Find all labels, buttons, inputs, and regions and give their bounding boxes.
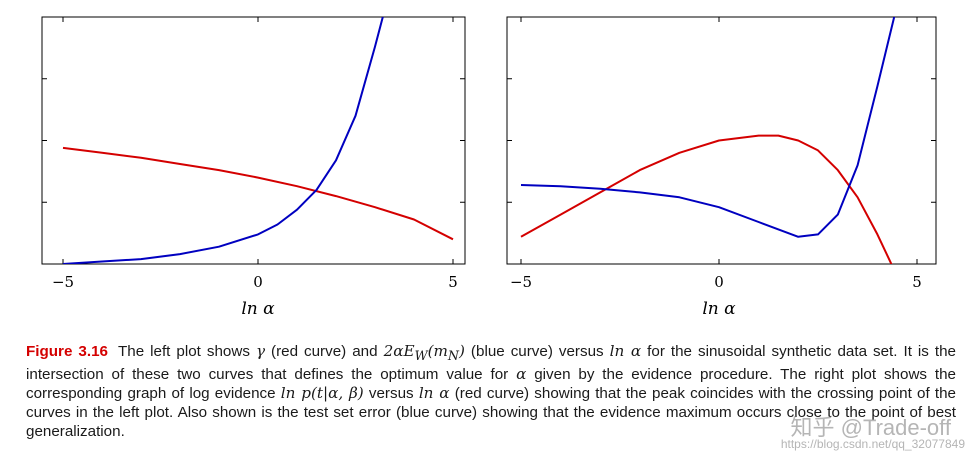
series-line-red	[62, 146, 454, 241]
series-line-blue	[520, 17, 896, 238]
caption-math-sub-n: N	[447, 348, 459, 364]
caption-text-3: (blue curve) versus	[464, 343, 610, 360]
caption-text-5: given by the evidence procedure. The rig…	[26, 366, 956, 403]
caption-math-energy: 2αE	[383, 342, 415, 360]
caption-text-7: (red curve) showing that the peak coinci…	[26, 385, 957, 441]
x-tick-label: −5	[52, 273, 74, 291]
plot-frame	[41, 16, 466, 265]
left-plot: −5 0 5 ln α −5 0 5 ln α	[41, 16, 937, 319]
caption-text-4: for the sinusoidal synthetic data set. I…	[26, 343, 957, 384]
x-tick-label: 5	[448, 273, 458, 291]
series-line-blue	[62, 17, 384, 264]
caption-math-close: )	[459, 342, 465, 360]
watermark: 知乎 @Trade-off	[790, 415, 952, 440]
x-tick-label: 0	[253, 273, 263, 291]
caption-math-ln-alpha-2: ln α	[418, 384, 450, 403]
x-tick-label: 5	[912, 273, 922, 291]
caption-math-log-evidence: ln p(t|α, β)	[280, 384, 364, 403]
x-axis-label: ln α	[241, 299, 275, 319]
caption-math-gamma: γ	[255, 342, 266, 360]
caption-math-m: (m	[427, 342, 448, 360]
figure-caption: Figure 3.16 The left plot shows γ (red cu…	[26, 342, 956, 441]
figure-label: Figure 3.16	[26, 343, 108, 360]
x-tick-label: −5	[510, 273, 532, 291]
caption-math-alpha: α	[516, 365, 527, 384]
plot-panel-left: −5 0 5 ln α	[41, 16, 466, 319]
plot-panel-right: −5 0 5 ln α	[506, 16, 937, 319]
x-axis-label: ln α	[702, 299, 736, 319]
caption-text-1: The left plot shows	[117, 343, 256, 360]
caption-math-sub-w: W	[414, 348, 428, 364]
caption-text-2: (red curve) and	[265, 343, 384, 360]
watermark-url: https://blog.csdn.net/qq_32077849	[780, 437, 965, 451]
caption-math-ln-alpha: ln α	[609, 342, 642, 360]
x-tick-label: 0	[714, 273, 724, 291]
caption-text-6: versus	[363, 385, 419, 403]
